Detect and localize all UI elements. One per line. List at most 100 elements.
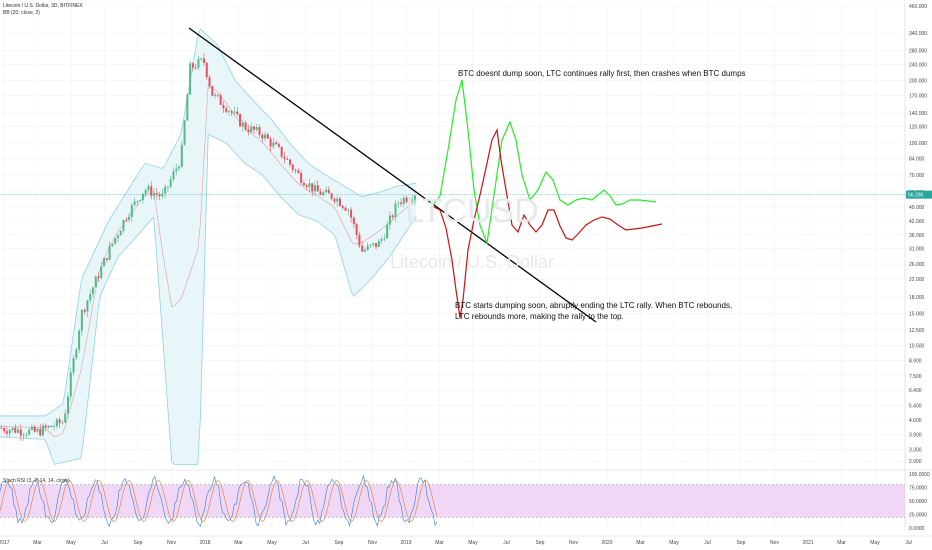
candle-body	[330, 193, 333, 199]
candle-body	[50, 425, 53, 427]
x-tick-label: 2017	[0, 540, 10, 546]
y-tick-label: 8.900	[909, 358, 922, 364]
x-tick-label: 2019	[400, 540, 411, 546]
candle-body	[294, 169, 297, 171]
candle-body	[33, 426, 36, 432]
candle-body	[136, 201, 139, 202]
y-tick-label: 240.000	[909, 62, 927, 68]
candle-body	[408, 200, 411, 202]
candle-body	[86, 300, 89, 312]
candle-body	[322, 192, 325, 196]
candle-body	[155, 192, 158, 195]
y-tick-label: 49.000	[909, 205, 925, 211]
candle-body	[194, 67, 197, 69]
candle-body	[216, 94, 219, 96]
candle-body	[100, 266, 103, 279]
candle-body	[141, 193, 144, 201]
candle-body	[358, 234, 361, 246]
y-tick-label: 15.000	[909, 312, 925, 318]
x-tick-label: Sep	[536, 540, 545, 546]
candle-body	[377, 240, 380, 247]
bollinger-basis	[0, 84, 417, 438]
x-tick-label: Mar	[837, 540, 846, 546]
candle-body	[291, 164, 294, 170]
candle-body	[272, 142, 275, 147]
candle-body	[5, 431, 8, 434]
candle-body	[22, 434, 25, 436]
bollinger-band-fill	[0, 28, 417, 465]
x-tick-label: Mar	[234, 540, 243, 546]
x-tick-label: Sep	[335, 540, 344, 546]
candle-body	[225, 108, 228, 112]
candle-body	[352, 217, 355, 225]
candle-body	[361, 245, 364, 252]
candle-body	[183, 120, 186, 145]
y-tick-label: 4.600	[909, 418, 922, 424]
candle-body	[61, 422, 64, 424]
y-tick-label: 170.000	[909, 93, 927, 99]
y-tick-label: 18.000	[909, 295, 925, 301]
candle-body	[111, 243, 114, 246]
x-tick-label: May	[870, 540, 880, 546]
candle-body	[286, 159, 289, 160]
candle-body	[400, 202, 403, 204]
indicator-label: BB (20, close, 2)	[3, 10, 40, 16]
candle-body	[383, 238, 386, 240]
candle-body	[116, 235, 119, 239]
x-tick-label: Mar	[33, 540, 42, 546]
candle-body	[175, 168, 178, 172]
y-tick-label: 36.000	[909, 233, 925, 239]
candle-body	[314, 185, 317, 192]
candle-body	[219, 95, 222, 105]
x-tick-label: 2021	[802, 540, 813, 546]
x-tick-label: 2018	[199, 540, 210, 546]
candle-body	[97, 276, 100, 279]
x-tick-label: Mar	[435, 540, 444, 546]
candle-body	[191, 63, 194, 68]
candle-body	[208, 77, 211, 87]
x-tick-label: Sep	[737, 540, 746, 546]
candle-body	[233, 111, 236, 113]
candle-body	[388, 215, 391, 225]
candle-body	[186, 94, 189, 121]
red-scenario-line	[431, 127, 663, 319]
x-tick-label: Jul	[704, 540, 710, 546]
candle-body	[55, 419, 58, 427]
candle-body	[58, 419, 61, 424]
candle-body	[158, 194, 161, 197]
candle-body	[125, 219, 128, 221]
y-tick-label: 460.000	[909, 4, 927, 10]
candle-body	[108, 245, 111, 260]
candle-body	[341, 205, 344, 208]
y-tick-label: 31.000	[909, 246, 925, 252]
candle-body	[405, 197, 408, 202]
candle-body	[19, 429, 22, 436]
candle-body	[130, 204, 133, 217]
candle-body	[3, 428, 6, 432]
y-tick-label: 340.000	[909, 31, 927, 37]
candle-body	[103, 258, 106, 267]
x-tick-label: May	[267, 540, 277, 546]
x-tick-label: May	[66, 540, 76, 546]
candle-body	[280, 146, 283, 157]
candle-body	[355, 224, 358, 235]
candle-body	[302, 182, 305, 186]
candle-body	[197, 59, 200, 68]
candle-body	[44, 425, 47, 428]
candle-body	[11, 427, 14, 431]
candle-body	[369, 244, 372, 246]
candle-body	[64, 413, 67, 423]
candle-body	[122, 219, 125, 231]
y-tick-label: 120.000	[909, 125, 927, 131]
candle-body	[91, 287, 94, 294]
candle-body	[391, 215, 394, 218]
x-tick-label: May	[468, 540, 478, 546]
candle-body	[336, 198, 339, 202]
candle-body	[169, 179, 172, 187]
y-tick-label: 42.000	[909, 219, 925, 225]
candle-body	[164, 186, 167, 194]
candle-body	[69, 372, 72, 397]
candle-body	[264, 134, 267, 139]
x-tick-label: Mar	[636, 540, 645, 546]
